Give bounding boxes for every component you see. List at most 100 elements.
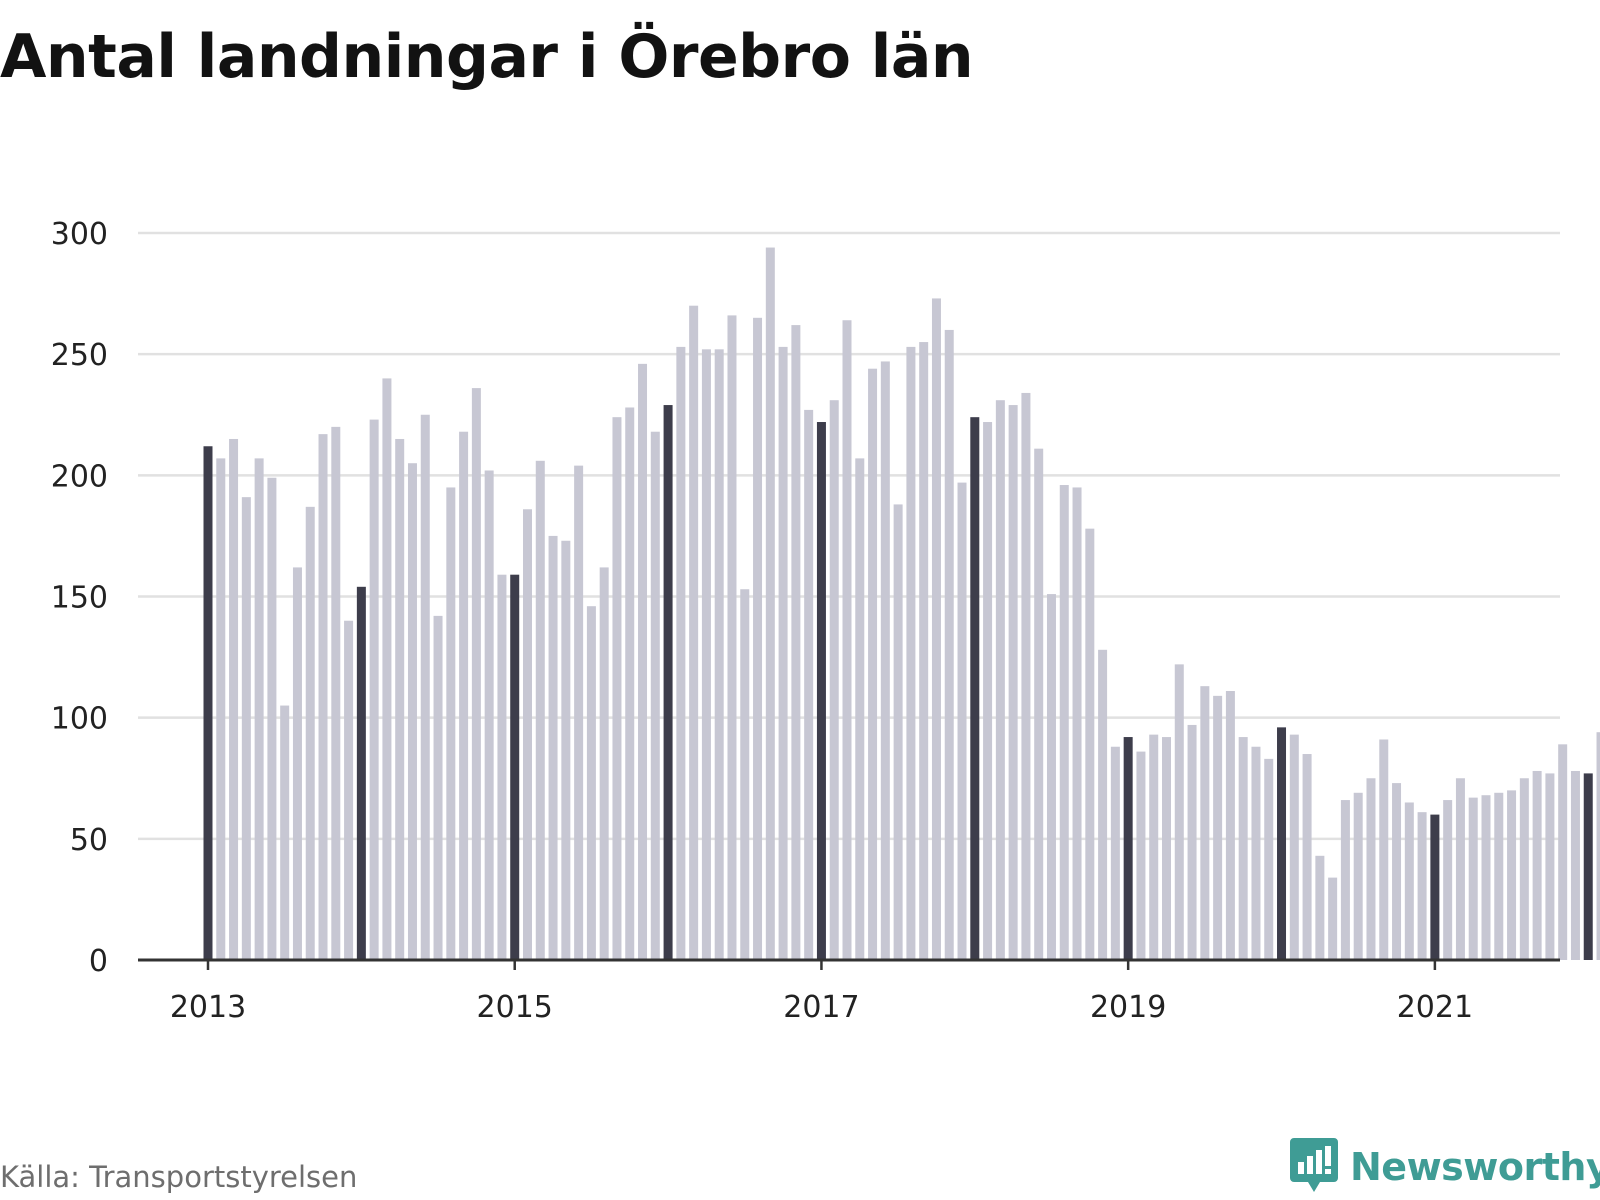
bars [203,247,1600,961]
bar [203,446,213,961]
y-tick-label: 50 [70,823,108,858]
bar [1545,773,1555,960]
bar [1136,751,1146,960]
bar [944,329,954,960]
x-tick-label: 2015 [477,990,553,1025]
bar [395,438,405,960]
bar [1328,877,1338,960]
source-note: Källa: Transportstyrelsen [0,1160,358,1194]
bar [931,298,941,960]
bar [689,305,699,960]
bar [765,247,775,961]
x-tick-label: 2013 [170,990,246,1025]
bar [625,407,635,961]
bar [292,567,302,960]
bar [638,363,648,960]
x-tick-label: 2017 [783,990,859,1025]
bar [1596,732,1600,960]
bar [420,414,430,960]
bar [957,482,967,960]
bar [1187,724,1197,960]
bar [1532,770,1542,960]
bar [1353,792,1363,960]
brand-name: Newsworthy [1350,1145,1600,1189]
bar [1507,790,1517,960]
bar [1174,664,1184,960]
bar [535,460,545,960]
bar [1251,746,1261,960]
bar [1494,792,1504,960]
bar [868,368,878,960]
bar [1149,734,1159,960]
bar [446,487,456,960]
bar [1264,758,1274,960]
bar [1302,754,1312,960]
bar [331,426,341,960]
bar [1289,734,1299,960]
bar [216,458,226,960]
bar [663,405,673,961]
bar [753,317,763,961]
bar [1392,783,1402,960]
bar [906,346,916,960]
bar [676,346,686,960]
bar [804,409,814,960]
bar [1072,487,1082,960]
bar [548,535,558,960]
x-axis [138,958,1560,970]
bar [650,431,660,960]
bar [344,620,354,960]
newsworthy-logo-icon [1290,1138,1338,1196]
bar [1098,649,1108,960]
bar [970,417,980,960]
chart-title: Antal landningar i Örebro län [0,22,974,92]
bar [1162,737,1171,960]
bar [254,458,264,960]
bar [1379,739,1389,960]
bar [586,606,596,960]
brand[interactable]: Newsworthy [1290,1138,1600,1196]
bar [701,349,711,960]
bar [459,431,469,960]
bar [1238,737,1248,960]
bar [1366,778,1376,960]
bar [893,504,903,960]
bar [471,388,481,960]
y-tick-label: 100 [51,702,108,737]
bar [1021,392,1031,960]
x-tick-label: 2019 [1090,990,1166,1025]
bar-chart: 0501001502002503002013201520172019202120… [51,217,1600,1025]
bar [407,463,417,960]
bar [574,465,584,960]
bar [1277,727,1287,960]
bar [1430,814,1440,960]
bar [816,422,826,960]
bar [305,506,315,960]
bar [1200,686,1210,960]
bar [1481,795,1491,960]
bar [280,705,290,960]
bar [1213,695,1223,960]
y-tick-label: 200 [51,459,108,494]
bar [919,342,929,960]
bar [1034,448,1044,960]
bar [995,400,1005,961]
y-tick-label: 0 [89,944,108,979]
bar [791,325,801,960]
bar [740,589,750,960]
bar [1085,528,1095,960]
bar [1123,737,1133,960]
bar [829,400,839,961]
bar [1404,802,1414,960]
bar [1315,855,1325,960]
y-tick-label: 300 [51,217,108,252]
bar [1583,773,1593,960]
bar [727,315,737,961]
bar [433,615,443,960]
bar [1519,778,1529,960]
bar [612,417,622,960]
bar [1570,770,1580,960]
bar [229,438,239,960]
bar [1455,778,1465,960]
bar [1443,800,1453,960]
